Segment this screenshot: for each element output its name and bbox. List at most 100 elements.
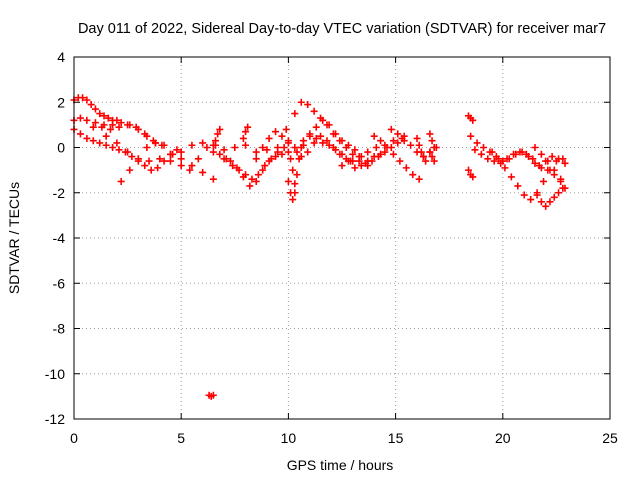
data-point (272, 128, 280, 136)
data-point (557, 175, 565, 183)
y-tick-label: 2 (57, 94, 65, 110)
data-point (520, 191, 528, 199)
series-arc-17 (306, 130, 385, 172)
data-point (415, 141, 423, 149)
series-arc-07 (166, 139, 292, 165)
data-point (126, 166, 134, 174)
data-point (480, 144, 488, 151)
data-point (214, 130, 222, 138)
data-points (70, 94, 569, 400)
data-point (430, 144, 438, 151)
y-tick-label: 0 (57, 140, 65, 156)
data-point (469, 173, 477, 181)
data-point (349, 150, 357, 158)
series-arc-25 (464, 166, 477, 181)
series-arc-01 (70, 114, 159, 147)
data-point (537, 150, 545, 158)
data-point (377, 137, 385, 145)
x-tick-label: 5 (177, 430, 185, 446)
data-point (76, 130, 84, 138)
data-point (516, 148, 524, 156)
y-tick-label: -6 (53, 275, 66, 291)
data-point (254, 171, 262, 179)
data-point (177, 148, 185, 156)
data-point (199, 168, 207, 176)
data-point (106, 125, 114, 133)
data-point (503, 155, 511, 163)
data-point (531, 159, 539, 167)
data-point (83, 134, 91, 142)
data-point (91, 105, 99, 113)
data-point (471, 146, 479, 154)
data-point (284, 148, 292, 156)
data-point (98, 123, 106, 131)
data-point (188, 141, 196, 149)
data-point (242, 141, 250, 149)
data-point (484, 155, 492, 163)
data-point (147, 166, 155, 174)
data-point (154, 164, 162, 172)
series-arc-10 (239, 123, 252, 142)
series-arc-23 (426, 148, 438, 165)
data-point (83, 116, 91, 124)
data-point (261, 162, 269, 170)
series-arc-26 (467, 132, 565, 185)
data-point (370, 132, 378, 140)
data-point (278, 150, 286, 158)
data-point (166, 157, 174, 165)
data-point (79, 94, 87, 102)
data-point (194, 155, 202, 163)
data-point (220, 146, 228, 154)
data-point (419, 153, 427, 161)
data-point (291, 189, 299, 197)
series-arc-05 (117, 139, 220, 185)
data-point (242, 128, 250, 136)
data-point (124, 148, 132, 156)
data-point (477, 150, 485, 158)
series-arc-03 (70, 125, 181, 174)
data-point (169, 150, 177, 158)
data-point (559, 155, 567, 163)
data-point (158, 141, 166, 149)
data-point (100, 112, 108, 120)
grid-lines (74, 57, 610, 419)
data-point (497, 159, 505, 167)
series-arc-12 (252, 128, 357, 165)
data-point (91, 119, 99, 127)
data-point (319, 139, 327, 147)
data-point (149, 137, 157, 145)
data-point (293, 148, 301, 156)
data-point (495, 155, 503, 163)
data-point (544, 157, 552, 165)
data-point (306, 130, 314, 138)
series-arc-15 (291, 98, 408, 167)
data-point (377, 150, 385, 158)
y-tick-label: -10 (45, 366, 65, 382)
data-point (113, 139, 121, 147)
data-point (117, 119, 125, 127)
data-point (550, 166, 558, 174)
data-point (546, 198, 554, 206)
data-point (351, 164, 359, 172)
series-arc-09 (212, 125, 224, 145)
data-point (115, 146, 123, 154)
data-point (552, 157, 560, 165)
data-point (284, 177, 292, 185)
data-point (227, 157, 235, 165)
data-point (501, 164, 509, 172)
data-point (220, 155, 228, 163)
data-point (514, 182, 522, 190)
data-point (299, 141, 307, 149)
data-point (128, 153, 136, 161)
data-point (188, 162, 196, 170)
series-arc-19 (370, 132, 423, 183)
data-point (304, 101, 312, 109)
data-point (304, 148, 312, 156)
data-point (231, 144, 239, 151)
data-point (430, 157, 438, 165)
data-point (372, 144, 380, 151)
data-point (141, 162, 149, 170)
data-point (310, 107, 318, 115)
data-point (317, 132, 325, 140)
series-arc-28 (488, 148, 567, 204)
